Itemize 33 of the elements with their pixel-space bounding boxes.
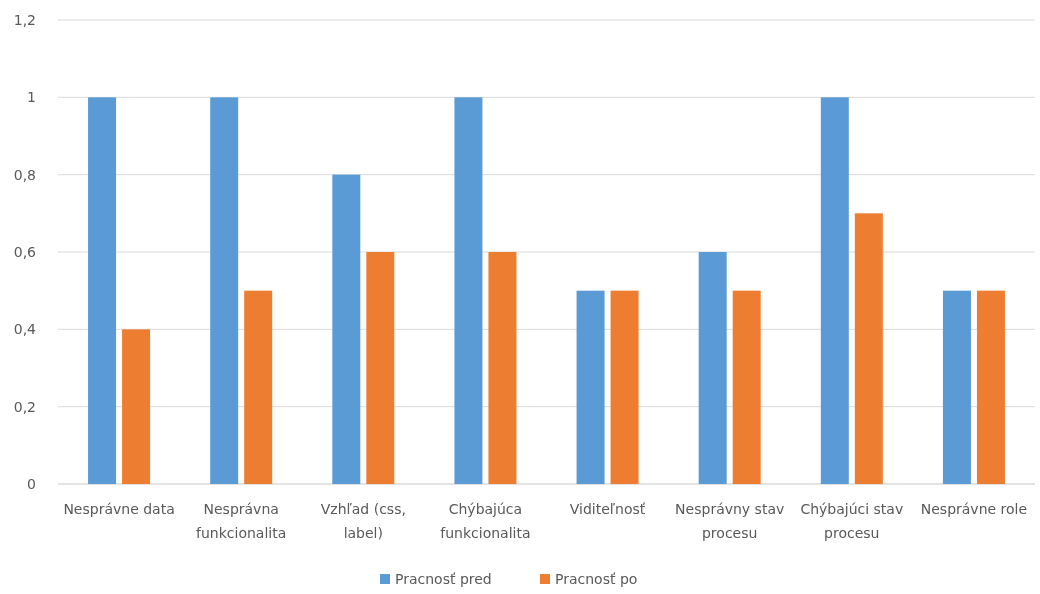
bar [732,290,761,484]
bar [454,97,483,484]
x-tick-label: Viditeľnosť [569,501,646,517]
bar [488,252,517,484]
bar [122,329,151,484]
x-tick-label: Chýbajúca funkcionalita [440,501,531,541]
x-tick-label: Nesprávny stav procesu [675,501,785,541]
x-tick-label: Chýbajúci stav procesu [800,501,904,541]
bar [610,290,639,484]
bar [244,290,273,484]
y-tick-label: 0,2 [13,398,36,415]
bar [88,97,117,484]
x-tick-label: Nesprávna funkcionalita [196,501,287,541]
bar [366,252,395,484]
bar [942,290,971,484]
x-tick-label: Vzhľad (css, label) [320,501,406,541]
y-tick-label: 1,2 [13,11,36,28]
y-tick-label: 0,4 [13,321,37,338]
bar [210,97,239,484]
legend-label: Pracnosť po [555,570,638,587]
x-tick-label: Nesprávne data [63,501,175,517]
y-tick-label: 1 [27,89,36,106]
y-tick-label: 0,6 [13,243,37,260]
bar [576,290,605,484]
bar [976,290,1005,484]
bar [820,97,849,484]
y-tick-label: 0,8 [13,166,36,183]
y-tick-label: 0 [27,475,36,492]
bar [332,174,361,484]
bar [854,213,883,484]
legend-label: Pracnosť pred [395,570,492,587]
x-tick-label: Nesprávne role [920,501,1028,517]
bar [698,252,727,484]
